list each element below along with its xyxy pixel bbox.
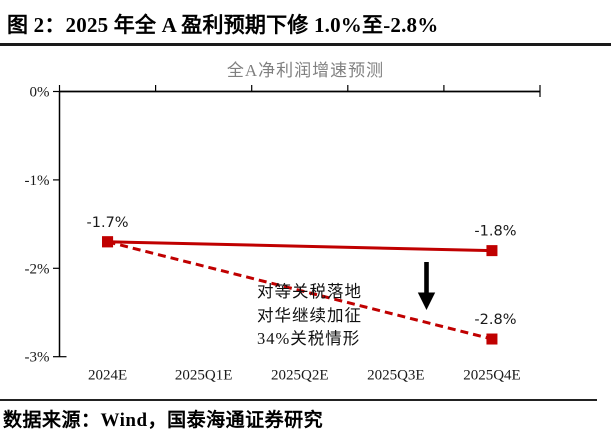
data-point-marker — [486, 333, 498, 345]
annotation-line-1: 对等关税落地 — [257, 282, 362, 301]
scenario-annotation: 对等关税落地 对华继续加征 34%关税情形 — [257, 280, 362, 351]
x-tick-label: 2025Q1E — [175, 368, 233, 384]
figure-title: 图 2：2025 年全 A 盈利预期下修 1.0%至-2.8% — [7, 13, 439, 37]
data-label: -1.8% — [474, 224, 516, 240]
x-tick-label: 2025Q3E — [367, 368, 425, 384]
annotation-line-2: 对华继续加征 — [257, 305, 362, 325]
series-line-dashed — [107, 240, 493, 341]
y-tick-label: -2% — [25, 261, 50, 277]
title-divider — [0, 43, 611, 46]
y-tick-label: -1% — [25, 173, 50, 189]
series-line-solid — [107, 240, 492, 253]
x-tick-label: 2025Q2E — [271, 368, 329, 384]
annotation-line-3: 34%关税情形 — [257, 329, 361, 348]
data-point-marker — [486, 245, 498, 257]
y-tick-label: 0% — [30, 85, 50, 101]
down-arrow-icon — [417, 262, 436, 310]
footer-divider — [0, 399, 597, 401]
x-tick-label: 2024E — [88, 368, 127, 384]
y-tick-label: -3% — [25, 350, 50, 366]
data-source: 数据来源：Wind，国泰海通证券研究 — [3, 410, 324, 431]
data-label: -1.7% — [87, 215, 129, 231]
data-label: -2.8% — [474, 312, 516, 328]
chart-title: 全A净利润增速预测 — [226, 61, 385, 80]
data-point-marker — [102, 236, 114, 248]
x-tick-label: 2025Q4E — [463, 368, 521, 384]
